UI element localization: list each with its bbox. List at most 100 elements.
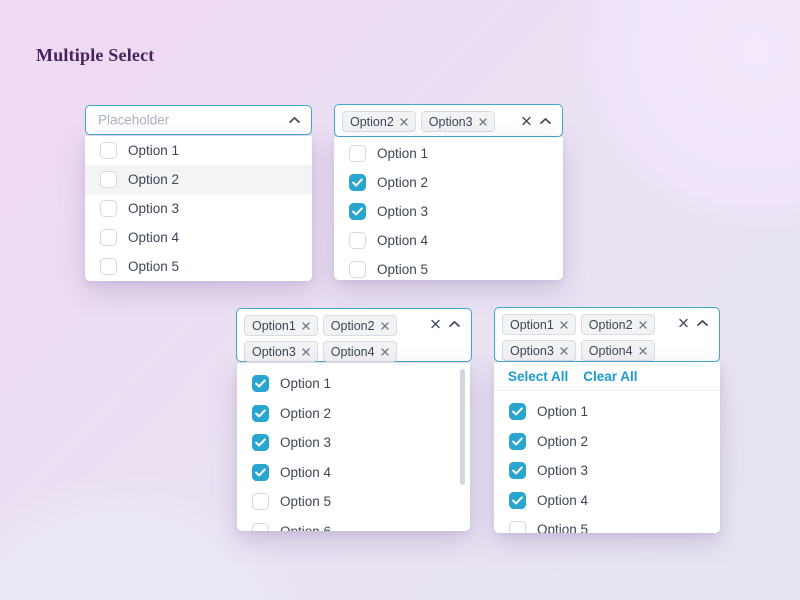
option-label: Option 4 — [128, 230, 180, 245]
checkbox-checked[interactable] — [349, 174, 366, 191]
option-row[interactable]: Option 5 — [237, 487, 470, 517]
checkbox-checked[interactable] — [349, 203, 366, 220]
option-row[interactable]: Option 1 — [334, 139, 563, 168]
option-row[interactable]: Option 5 — [334, 255, 563, 280]
option-label: Option 2 — [377, 175, 429, 190]
multiselect-1-control[interactable]: Placeholder — [85, 105, 312, 135]
checkbox-checked[interactable] — [509, 462, 526, 480]
tag-label: Option1 — [252, 318, 296, 333]
selected-tag[interactable]: Option4 — [322, 341, 397, 362]
selected-tag[interactable]: Option2 — [342, 111, 416, 132]
checkbox[interactable] — [252, 493, 269, 511]
chevron-up-icon[interactable] — [449, 321, 460, 328]
chevron-up-icon[interactable] — [540, 117, 551, 124]
selected-tag[interactable]: Option1 — [244, 315, 318, 336]
selected-tag[interactable]: Option2 — [580, 314, 655, 335]
checkbox[interactable] — [509, 521, 526, 533]
checkbox-checked[interactable] — [252, 375, 269, 393]
tag-remove-icon[interactable] — [560, 346, 568, 355]
option-label: Option 5 — [377, 262, 429, 277]
checkbox-unchecked[interactable] — [100, 258, 117, 275]
checkbox-unchecked[interactable] — [100, 142, 117, 159]
multiselect-4-dropdown: Select All Clear All Option 1 Option 2 O… — [494, 362, 720, 533]
tag-label: Option2 — [588, 317, 633, 332]
option-row[interactable]: Option 5 — [494, 515, 720, 533]
page-title: Multiple Select — [36, 45, 155, 65]
multiselect-4-control[interactable]: Option1 Option2 Option3 Option4 — [494, 307, 720, 362]
option-label: Option 4 — [537, 492, 589, 508]
option-label: Option 6 — [280, 524, 331, 531]
tag-remove-icon[interactable] — [302, 321, 310, 330]
option-label: Option 1 — [280, 376, 332, 392]
option-row[interactable]: Option 2 — [85, 165, 312, 194]
option-label: Option 5 — [280, 494, 332, 510]
checkbox[interactable] — [349, 261, 366, 278]
option-row[interactable]: Option 1 — [237, 369, 470, 399]
checkbox-checked[interactable] — [509, 432, 526, 450]
clear-all-link[interactable]: Clear All — [583, 369, 638, 384]
tag-remove-icon[interactable] — [638, 346, 647, 355]
checkbox-checked[interactable] — [252, 434, 269, 452]
checkbox-checked[interactable] — [252, 463, 269, 481]
bulk-actions: Select All Clear All — [494, 362, 720, 391]
clear-all-icon[interactable] — [431, 319, 440, 329]
checkbox-checked[interactable] — [509, 491, 526, 509]
tag-label: Option3 — [428, 114, 473, 129]
option-row[interactable]: Option 4 — [237, 458, 470, 488]
tag-remove-icon[interactable] — [302, 347, 310, 356]
option-row[interactable]: Option 2 — [237, 399, 470, 429]
checkbox-checked[interactable] — [252, 404, 269, 422]
tag-remove-icon[interactable] — [380, 347, 389, 356]
option-row[interactable]: Option 3 — [334, 197, 563, 226]
option-row[interactable]: Option 1 — [85, 136, 312, 165]
option-row[interactable]: Option 4 — [494, 486, 720, 516]
selected-tag[interactable]: Option1 — [502, 314, 576, 335]
tag-label: Option2 — [330, 318, 375, 333]
checkbox-unchecked[interactable] — [100, 200, 117, 217]
option-row[interactable]: Option 2 — [334, 168, 563, 197]
option-label: Option 2 — [128, 172, 180, 187]
scrollbar-thumb[interactable] — [460, 369, 465, 485]
checkbox-unchecked[interactable] — [100, 229, 117, 246]
tag-remove-icon[interactable] — [560, 320, 568, 329]
checkbox-checked[interactable] — [509, 403, 526, 421]
option-row[interactable]: Option 3 — [237, 428, 470, 458]
checkbox[interactable] — [252, 522, 269, 531]
option-row[interactable]: Option 4 — [85, 223, 312, 252]
clear-all-icon[interactable] — [522, 116, 531, 125]
tag-remove-icon[interactable] — [380, 321, 389, 330]
tag-remove-icon[interactable] — [478, 117, 487, 126]
clear-all-icon[interactable] — [679, 318, 688, 328]
selected-tag[interactable]: Option3 — [244, 341, 318, 362]
tag-remove-icon[interactable] — [638, 320, 647, 329]
option-row[interactable]: Option 3 — [494, 456, 720, 486]
checkbox[interactable] — [349, 145, 366, 162]
tag-remove-icon[interactable] — [400, 117, 408, 126]
option-row[interactable]: Option 4 — [334, 226, 563, 255]
selected-tag[interactable]: Option3 — [502, 340, 576, 361]
chevron-up-icon[interactable] — [697, 320, 708, 327]
option-label: Option 3 — [128, 201, 180, 216]
option-label: Option 2 — [537, 433, 589, 449]
multiselect-2-control[interactable]: Option2 Option3 — [334, 104, 563, 137]
option-row[interactable]: Option 2 — [494, 427, 720, 457]
selected-tag[interactable]: Option4 — [580, 340, 655, 361]
selected-tag[interactable]: Option2 — [322, 315, 397, 336]
checkbox-unchecked[interactable] — [100, 171, 117, 188]
multiselect-2-dropdown: Option 1 Option 2 Option 3 Option 4 Opti… — [334, 137, 563, 280]
option-row[interactable]: Option 5 — [85, 252, 312, 281]
tag-label: Option4 — [330, 344, 375, 359]
checkbox[interactable] — [349, 232, 366, 249]
chevron-up-icon[interactable] — [289, 117, 300, 124]
option-row[interactable]: Option 1 — [494, 397, 720, 427]
tag-label: Option4 — [588, 343, 633, 358]
selected-tag[interactable]: Option3 — [420, 111, 495, 132]
multiselect-3-control[interactable]: Option1 Option2 Option3 Option4 — [236, 308, 472, 362]
option-label: Option 1 — [377, 146, 429, 161]
option-label: Option 1 — [537, 404, 589, 420]
option-label: Option 3 — [537, 463, 589, 479]
option-row-clipped[interactable]: Option 6 — [237, 517, 470, 531]
tag-label: Option3 — [510, 343, 554, 358]
option-row[interactable]: Option 3 — [85, 194, 312, 223]
select-all-link[interactable]: Select All — [508, 369, 569, 384]
